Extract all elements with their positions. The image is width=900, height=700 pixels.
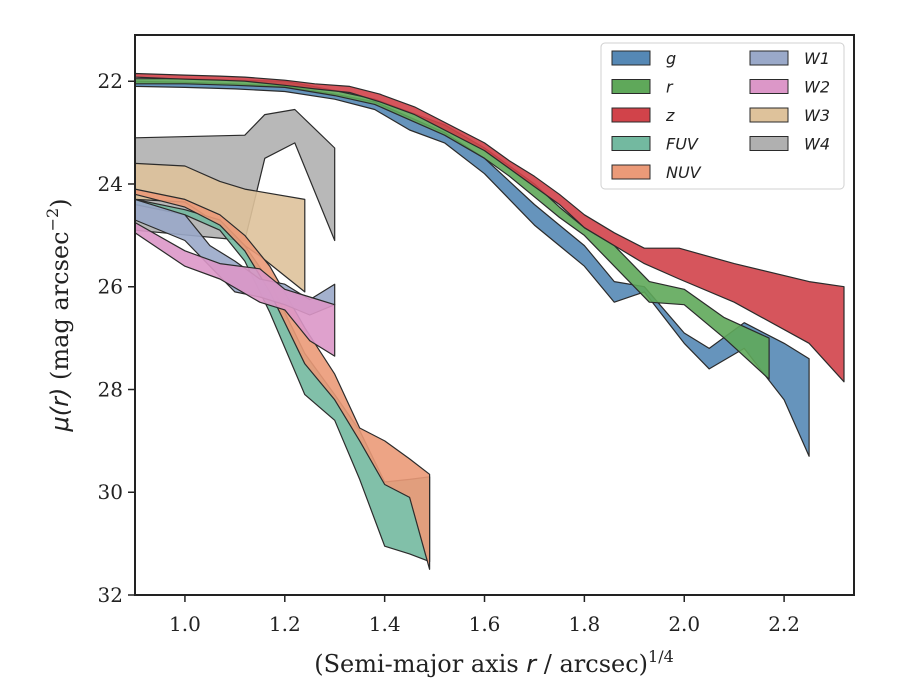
legend-label-w3: W3 <box>804 106 830 125</box>
plot-frame <box>134 34 855 596</box>
legend-label-w1: W1 <box>804 49 830 68</box>
x-axis-label: (Semi-major axis r / arcsec)1/4 <box>314 647 674 678</box>
y-axis-ticks: 22 24 26 28 30 32 <box>98 69 135 607</box>
legend-swatch-g <box>611 50 651 66</box>
legend-swatch-w3 <box>749 107 789 123</box>
legend: grz FUV NUV W1 W2 W3 W4 <box>600 42 845 190</box>
legend-label-w2: W2 <box>804 78 830 97</box>
x-tick-label: 1.2 <box>269 612 301 636</box>
legend-label-r: r <box>666 78 674 97</box>
legend-swatch-r <box>611 79 651 94</box>
x-tick-label: 1.0 <box>169 612 201 636</box>
legend-swatch-fuv <box>611 136 651 151</box>
profile-bands <box>134 72 845 570</box>
legend-swatch-z <box>611 107 651 123</box>
legend-label-z: z <box>665 106 675 125</box>
x-tick-label: 2.2 <box>768 612 800 636</box>
band-z <box>134 72 845 383</box>
legend-swatch-w4 <box>749 136 789 151</box>
y-tick-label: 24 <box>98 172 123 196</box>
x-tick-label: 1.6 <box>469 612 501 636</box>
legend-label-fuv: FUV <box>666 135 699 154</box>
legend-swatch-w2 <box>749 79 789 94</box>
y-axis-label: μ(r) (mag arcsec−2) <box>43 198 74 432</box>
y-tick-label: 32 <box>98 583 123 607</box>
legend-swatch-nuv <box>611 164 651 180</box>
y-tick-label: 28 <box>98 377 123 401</box>
x-tick-label: 1.4 <box>369 612 401 636</box>
band-w2 <box>134 221 336 357</box>
x-tick-label: 2.0 <box>668 612 700 636</box>
band-nuv <box>134 188 431 570</box>
y-tick-label: 30 <box>98 480 123 504</box>
legend-label-nuv: NUV <box>666 163 702 182</box>
x-axis-ticks: 1.0 1.2 1.4 1.6 1.8 2.0 2.2 <box>169 595 800 636</box>
x-tick-label: 1.8 <box>568 612 600 636</box>
legend-swatch-w1 <box>749 50 789 66</box>
y-tick-label: 26 <box>98 275 123 299</box>
y-tick-label: 22 <box>98 69 123 93</box>
legend-label-g: g <box>666 49 676 68</box>
legend-label-w4: W4 <box>804 135 830 154</box>
